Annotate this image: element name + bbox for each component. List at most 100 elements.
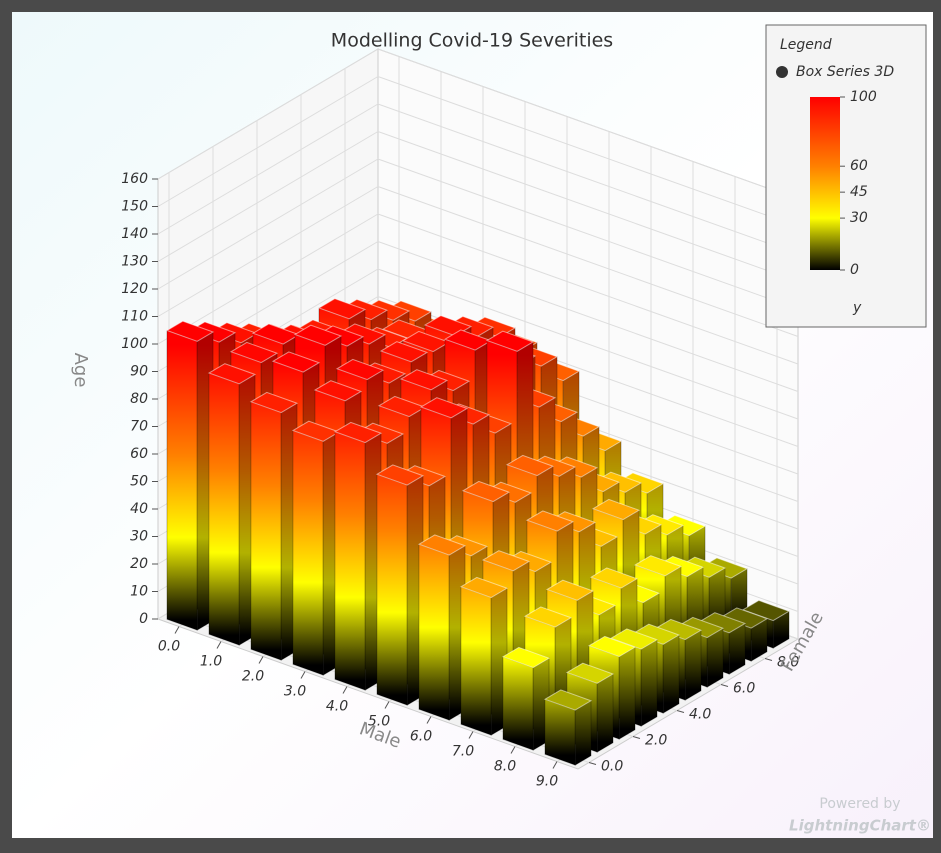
watermark: LightningChart® — [789, 817, 931, 835]
y-tick-label: 0 — [139, 611, 148, 627]
box-top — [229, 341, 279, 364]
box-top — [587, 635, 637, 658]
plot-area: 0 10 20 30 40 50 60 70 80 90 100 110 120 130 140 150 160… — [121, 48, 799, 790]
box-top — [459, 576, 509, 599]
z-tick-label: 2.0 — [645, 733, 667, 749]
y-tick-label: 100 — [121, 336, 148, 352]
box-front — [502, 656, 534, 751]
x-tick-mark — [510, 746, 516, 754]
box-top — [271, 351, 321, 373]
chart-title: Modelling Covid-19 Severities — [331, 30, 613, 52]
box-front — [544, 698, 576, 766]
z-tick-label: 0.0 — [601, 759, 623, 775]
x-tick-label: 2.0 — [242, 669, 264, 685]
box-front — [292, 429, 324, 676]
y-tick-label: 70 — [130, 419, 148, 435]
box-front — [376, 473, 408, 706]
watermark: Powered by — [819, 796, 900, 812]
box-top — [165, 320, 215, 342]
z-tick-mark — [764, 658, 773, 661]
box-side-shade — [707, 628, 724, 688]
box-top — [419, 397, 469, 419]
box-top — [485, 330, 535, 352]
box — [375, 464, 425, 706]
box-top — [591, 498, 641, 521]
box-side-shade — [641, 639, 658, 727]
z-tick-label: 4.0 — [689, 707, 711, 723]
colorbar: 0 30 45 60 100 — [810, 89, 877, 278]
y-axis-title: Age — [70, 353, 91, 388]
colorbar-label: y — [852, 300, 862, 316]
box-side-shade — [751, 618, 768, 662]
y-tick-label: 90 — [130, 364, 148, 380]
y-tick-label: 80 — [130, 391, 148, 407]
x-tick-label: 7.0 — [452, 744, 474, 760]
legend-entry[interactable]: Box Series 3D — [796, 64, 894, 80]
grid-line — [157, 130, 799, 282]
grid-line — [157, 213, 799, 365]
box — [459, 576, 509, 736]
y-tick-label: 130 — [121, 254, 148, 270]
box-front — [166, 329, 198, 631]
colorbar-tick-label: 30 — [850, 210, 868, 226]
x-tick-label: 5.0 — [368, 714, 390, 730]
grid-line — [157, 103, 799, 255]
y-tick-label: 120 — [121, 281, 148, 297]
box — [543, 689, 593, 766]
x-tick-label: 0.0 — [158, 639, 180, 655]
box — [417, 534, 467, 721]
box-top — [335, 358, 385, 381]
y-tick-label: 160 — [121, 171, 148, 187]
y-tick-label: 40 — [130, 501, 148, 517]
box-side-shade — [619, 647, 636, 740]
x-tick-mark — [300, 671, 306, 679]
box-side-shade — [575, 700, 592, 766]
box-side-shade — [597, 673, 614, 753]
legend: Legend Box Series 3D 0 30 45 60 100 y — [765, 24, 927, 328]
box-top — [545, 579, 595, 601]
box-top — [317, 298, 367, 320]
box-top — [293, 324, 343, 346]
grid-line — [157, 158, 799, 310]
box-top — [525, 510, 575, 532]
box-side-shade — [729, 623, 746, 675]
y-tick-label: 50 — [130, 474, 148, 490]
y-tick-label: 10 — [130, 584, 148, 600]
x-tick-mark — [258, 656, 264, 664]
box-top — [501, 646, 551, 669]
z-tick-mark — [632, 736, 641, 739]
box-top — [481, 550, 531, 572]
box — [333, 421, 383, 691]
box-top — [207, 363, 257, 385]
box-side-shade — [663, 634, 680, 714]
box-top — [589, 567, 639, 589]
y-tick-label: 30 — [130, 529, 148, 545]
x-tick-mark — [342, 686, 348, 694]
box-top — [523, 606, 573, 628]
box-top — [417, 534, 467, 556]
box-top — [399, 369, 449, 391]
box-top — [633, 555, 683, 577]
x-tick-mark — [468, 731, 474, 739]
x-tick-label: 6.0 — [410, 729, 432, 745]
box — [501, 646, 551, 751]
box-top — [565, 662, 615, 684]
box-side-shade — [773, 611, 790, 649]
box-front — [334, 431, 366, 691]
z-tick-label: 6.0 — [733, 681, 755, 697]
x-tick-mark — [384, 701, 390, 709]
y-tick-label: 140 — [121, 226, 148, 242]
z-tick-mark — [588, 762, 597, 765]
colorbar-tick-label: 60 — [850, 158, 868, 174]
legend-title: Legend — [780, 37, 832, 53]
box-side-shade — [685, 630, 702, 701]
y-tick-label: 20 — [130, 556, 148, 572]
box-front — [250, 401, 282, 661]
grid-line — [157, 75, 799, 227]
grid-line — [157, 48, 799, 200]
colorbar-rect — [810, 97, 840, 270]
x-tick-label: 8.0 — [494, 759, 516, 775]
legend-marker[interactable] — [776, 66, 788, 78]
